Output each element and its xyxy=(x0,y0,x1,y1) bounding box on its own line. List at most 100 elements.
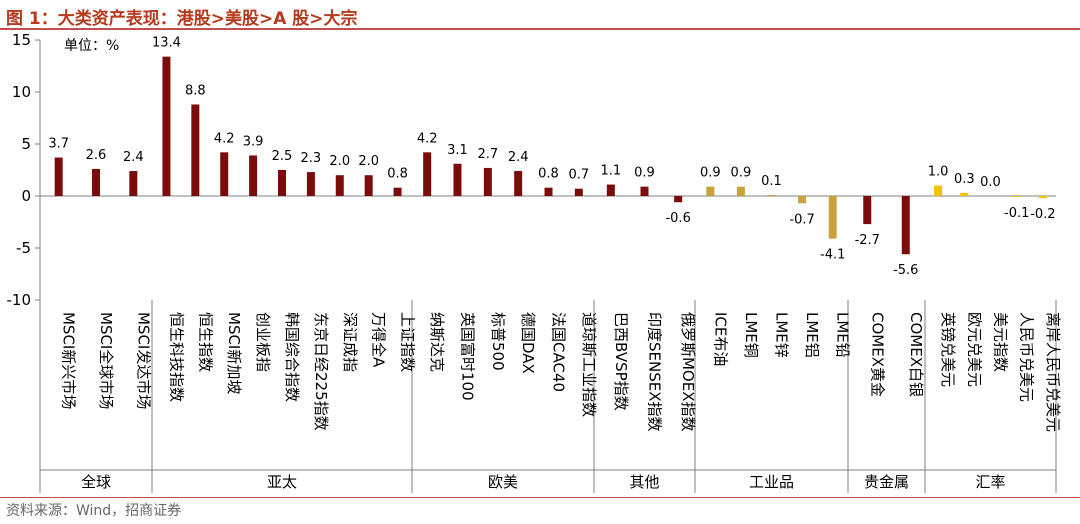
category-label: 法国CAC40 xyxy=(550,312,568,392)
axis-layer: 15 10 5 0 -5 -10 xyxy=(7,31,1057,493)
category-label: 万得全A xyxy=(370,312,388,368)
value-label: 2.4 xyxy=(123,150,144,165)
bar xyxy=(767,194,776,196)
figure-title: 图 1：大类资产表现：港股>美股>A 股>大宗 xyxy=(6,9,358,29)
category-label: 纳斯达克 xyxy=(428,312,446,372)
bar xyxy=(544,187,553,196)
category-label: MSCI发达市场 xyxy=(134,312,152,409)
bar xyxy=(828,196,837,239)
category-label: 恒生指数 xyxy=(196,312,214,372)
bar xyxy=(514,171,523,196)
category-label: COMEX白银 xyxy=(907,312,925,397)
category-label: 恒生科技指数 xyxy=(167,312,185,402)
value-label: -0.2 xyxy=(1030,207,1055,222)
bar xyxy=(249,155,258,196)
bar xyxy=(934,185,943,196)
y-tick-label: -10 xyxy=(7,291,32,309)
bar xyxy=(706,186,715,196)
category-label: 人民币兑美元 xyxy=(1018,312,1036,402)
value-label: 3.7 xyxy=(48,137,69,152)
value-label: 0.8 xyxy=(538,167,559,182)
y-tick-label: 15 xyxy=(12,31,31,49)
category-label: 德国DAX xyxy=(519,312,537,374)
value-label: 3.9 xyxy=(243,134,264,149)
bar xyxy=(220,152,229,196)
bar xyxy=(278,170,286,196)
value-label: -0.7 xyxy=(789,212,814,227)
bar xyxy=(306,172,315,196)
value-label: 4.2 xyxy=(214,131,235,146)
value-label: -2.7 xyxy=(855,233,880,248)
title-divider xyxy=(0,28,1080,30)
bar xyxy=(54,157,63,196)
value-label: 2.4 xyxy=(508,150,529,165)
y-tick-label: 5 xyxy=(21,135,31,153)
group-label: 全球 xyxy=(81,473,111,491)
category-label: COMEX黄金 xyxy=(868,312,886,397)
value-label: -0.1 xyxy=(1004,206,1029,221)
group-label: 汇率 xyxy=(975,473,1005,491)
bar xyxy=(901,196,910,255)
source-note: 资料来源：Wind，招商证券 xyxy=(6,503,182,519)
category-label: 离岸人民币兑美元 xyxy=(1044,312,1062,432)
value-label: 0.9 xyxy=(700,166,721,181)
source-divider xyxy=(0,497,1080,498)
group-label: 工业品 xyxy=(749,473,794,491)
value-label: 1.1 xyxy=(600,164,621,179)
bar xyxy=(1012,196,1021,198)
category-label: LME锌 xyxy=(773,312,791,358)
category-label: 上证指数 xyxy=(399,312,417,372)
category-label: MSCI新兴市场 xyxy=(60,312,78,409)
category-label: 美元指数 xyxy=(992,312,1010,372)
value-label: -4.1 xyxy=(820,248,845,263)
category-label: MSCI全球市场 xyxy=(97,312,115,409)
value-label: 3.1 xyxy=(447,143,468,158)
category-label: 巴西BVSP指数 xyxy=(612,312,630,411)
bar xyxy=(129,171,138,196)
category-label: ICE布油 xyxy=(711,312,729,366)
category-label: 深证成指 xyxy=(341,312,359,372)
value-label: 0.3 xyxy=(954,172,975,187)
bar xyxy=(364,175,373,196)
bar xyxy=(191,104,200,196)
group-label: 贵金属 xyxy=(864,473,909,491)
category-label: 英镑兑美元 xyxy=(939,312,957,387)
value-label: 0.8 xyxy=(387,167,408,182)
group-label: 亚太 xyxy=(267,473,297,491)
value-label: 0.0 xyxy=(980,175,1001,190)
bar xyxy=(335,175,344,196)
category-label: 标普500 xyxy=(489,312,507,371)
value-label: 0.9 xyxy=(634,166,655,181)
bar xyxy=(1038,196,1047,199)
category-label: LME铜 xyxy=(742,312,760,358)
value-label: 0.9 xyxy=(731,166,752,181)
unit-label: 单位：% xyxy=(64,38,119,54)
bar xyxy=(162,56,171,196)
bar xyxy=(574,188,583,196)
bar xyxy=(453,163,462,196)
value-label: -5.6 xyxy=(893,263,918,278)
value-label: 0.7 xyxy=(568,168,589,183)
bar xyxy=(674,196,683,203)
category-label: 东京日经225指数 xyxy=(312,312,330,431)
bar xyxy=(483,167,492,196)
category-label: 英国富时100 xyxy=(459,312,477,401)
value-label: 2.0 xyxy=(329,154,350,169)
bar-layer xyxy=(54,56,1047,255)
value-label: 2.6 xyxy=(86,148,107,163)
category-label: 创业板指 xyxy=(254,312,272,372)
bar xyxy=(640,186,649,196)
bar xyxy=(92,168,100,196)
category-label: LME铅 xyxy=(834,312,852,358)
bar xyxy=(736,186,745,196)
value-label: 0.1 xyxy=(761,174,782,189)
bar xyxy=(423,152,432,196)
value-label: 1.0 xyxy=(928,165,949,180)
value-label: -0.6 xyxy=(665,211,690,226)
category-label: 韩国综合指数 xyxy=(283,312,301,402)
y-tick-label: 0 xyxy=(21,187,31,205)
value-label: 8.8 xyxy=(185,83,206,98)
bar xyxy=(798,196,807,204)
